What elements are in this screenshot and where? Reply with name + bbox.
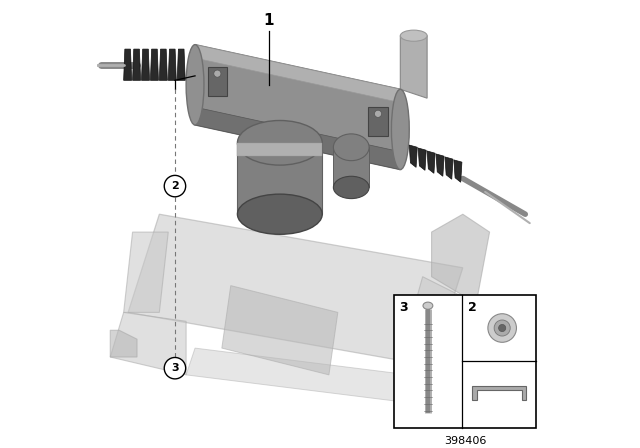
Polygon shape — [186, 348, 409, 402]
Polygon shape — [110, 330, 137, 357]
Polygon shape — [141, 49, 150, 80]
Polygon shape — [168, 49, 176, 80]
Circle shape — [499, 324, 506, 332]
Ellipse shape — [237, 194, 322, 234]
Text: 2: 2 — [171, 181, 179, 191]
Polygon shape — [207, 67, 227, 96]
Polygon shape — [222, 286, 338, 375]
Circle shape — [164, 175, 186, 197]
Polygon shape — [454, 160, 462, 182]
Text: 398406: 398406 — [444, 435, 486, 446]
Ellipse shape — [333, 134, 369, 161]
Polygon shape — [368, 107, 388, 136]
Circle shape — [164, 358, 186, 379]
Polygon shape — [150, 49, 159, 80]
Polygon shape — [177, 49, 185, 80]
Polygon shape — [128, 214, 463, 366]
Ellipse shape — [392, 89, 409, 170]
Polygon shape — [159, 49, 168, 80]
Polygon shape — [445, 157, 453, 179]
Polygon shape — [401, 36, 427, 98]
Polygon shape — [431, 214, 490, 303]
Polygon shape — [195, 45, 401, 103]
Polygon shape — [124, 232, 168, 312]
FancyBboxPatch shape — [394, 294, 536, 428]
Text: 3: 3 — [399, 301, 408, 314]
Polygon shape — [418, 148, 426, 170]
Polygon shape — [124, 49, 132, 80]
Text: 3: 3 — [171, 363, 179, 373]
Ellipse shape — [237, 121, 322, 165]
Polygon shape — [237, 143, 322, 156]
Polygon shape — [333, 147, 369, 187]
Circle shape — [494, 320, 510, 336]
Ellipse shape — [333, 176, 369, 198]
Polygon shape — [409, 145, 417, 168]
Ellipse shape — [186, 45, 204, 125]
Polygon shape — [195, 45, 401, 170]
Polygon shape — [132, 49, 141, 80]
Ellipse shape — [423, 302, 433, 309]
Ellipse shape — [401, 30, 427, 41]
Polygon shape — [195, 107, 401, 170]
Polygon shape — [436, 154, 444, 176]
Polygon shape — [427, 151, 435, 173]
Polygon shape — [237, 143, 322, 214]
Text: 2: 2 — [468, 301, 476, 314]
Polygon shape — [110, 312, 186, 375]
Polygon shape — [472, 386, 527, 400]
Polygon shape — [401, 277, 476, 384]
Text: 1: 1 — [264, 13, 274, 28]
Circle shape — [488, 314, 516, 342]
Circle shape — [214, 70, 221, 77]
Circle shape — [374, 110, 381, 117]
